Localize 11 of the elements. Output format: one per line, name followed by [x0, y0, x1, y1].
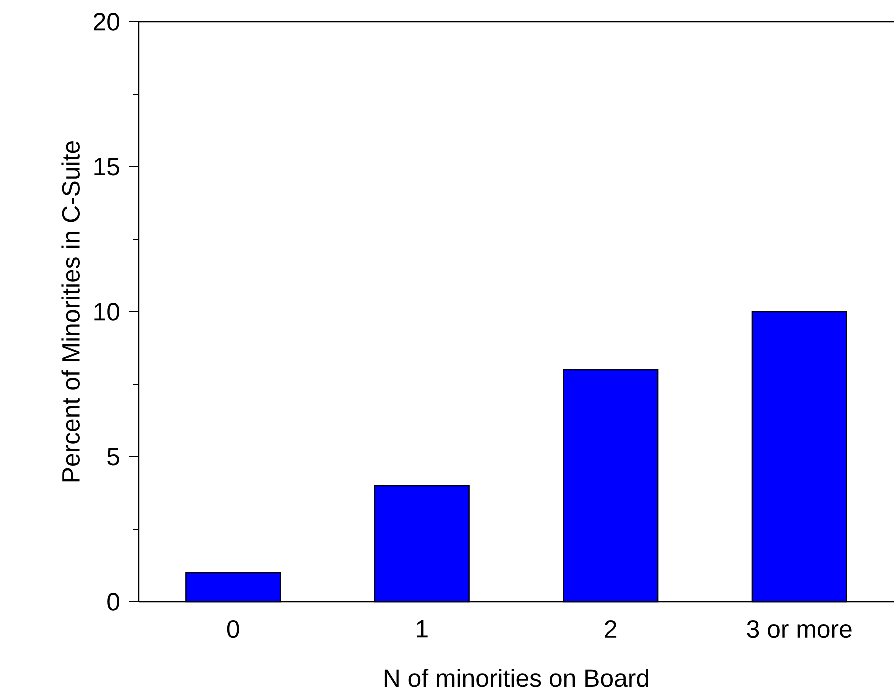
x-tick-label: 3 or more [747, 620, 852, 638]
x-axis-title: N of minorities on Board [384, 668, 648, 688]
y-axis-title: Percent of Minorities in C-Suite [62, 142, 80, 482]
y-tick-label: 20 [94, 13, 120, 31]
y-tick-label: 5 [108, 448, 120, 466]
y-tick-label: 15 [94, 158, 120, 176]
x-tick-label: 0 [227, 620, 240, 638]
x-tick-label: 2 [605, 620, 617, 638]
y-tick-label: 0 [108, 593, 120, 611]
x-tick-label: 1 [417, 620, 428, 638]
y-tick-label: 10 [94, 303, 120, 321]
